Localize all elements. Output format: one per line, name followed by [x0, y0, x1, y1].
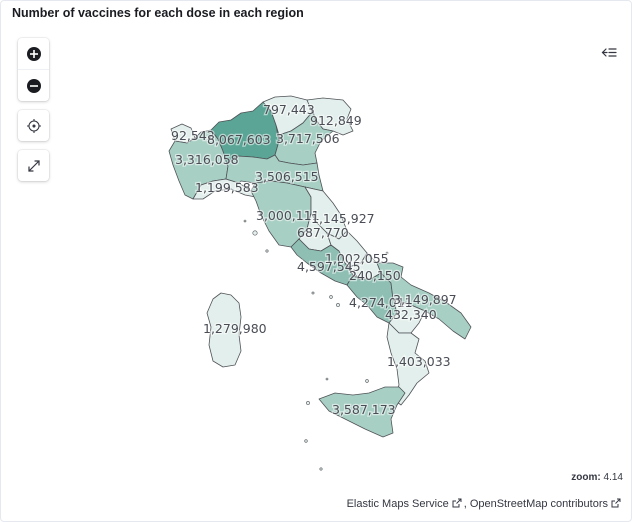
- label-lombardia: 8,067,603: [207, 132, 271, 147]
- external-link-icon: [452, 498, 462, 508]
- label-trentino: 797,443: [263, 102, 315, 117]
- region-sardegna[interactable]: [206, 292, 242, 368]
- label-sardegna: 1,279,980: [203, 321, 267, 336]
- label-basilicata: 432,340: [385, 307, 437, 322]
- island-giglio: [265, 249, 269, 253]
- expand-icon: [27, 159, 40, 172]
- zoom-controls: [18, 38, 49, 101]
- fullscreen-control: [18, 150, 49, 181]
- region-basilicata[interactable]: [388, 298, 426, 334]
- external-link-icon: [611, 498, 621, 508]
- region-calabria[interactable]: [386, 322, 430, 406]
- label-piemonte: 3,316,058: [175, 152, 239, 167]
- label-sicilia: 3,587,173: [332, 402, 396, 417]
- panel-title: Number of vaccines for each dose in each…: [12, 6, 304, 20]
- region-sicilia[interactable]: [318, 386, 406, 438]
- label-abruzzo: 1,002,055: [325, 251, 389, 266]
- island-pantelleria: [304, 439, 308, 443]
- island-ponza: [311, 291, 315, 295]
- layers-toggle-button[interactable]: [601, 45, 617, 61]
- label-toscana: 3,000,111: [256, 208, 320, 223]
- attribution-separator: ,: [463, 498, 470, 510]
- label-umbria: 687,770: [297, 225, 349, 240]
- label-liguria: 1,199,583: [195, 180, 259, 195]
- label-marche: 1,145,927: [311, 211, 375, 226]
- island-capraia: [243, 219, 247, 223]
- set-view-button[interactable]: [18, 110, 49, 141]
- label-emilia: 3,506,515: [255, 169, 319, 184]
- zoom-readout: zoom: 4.14: [571, 472, 623, 483]
- ems-link[interactable]: Elastic Maps Service: [346, 498, 449, 510]
- zoom-label: zoom:: [571, 472, 601, 483]
- region-emilia[interactable]: [225, 154, 324, 192]
- island-egadi: [306, 401, 310, 405]
- label-valle-daosta: 92,542: [171, 128, 215, 143]
- minus-icon: [26, 78, 41, 93]
- island-aeolian: [365, 379, 369, 383]
- label-campania: 4,274,011: [349, 295, 413, 310]
- label-puglia: 3,149,897: [393, 292, 457, 307]
- island-ustica: [325, 377, 329, 381]
- osm-link[interactable]: OpenStreetMap contributors: [469, 498, 608, 510]
- zoom-in-button[interactable]: [18, 38, 49, 69]
- attribution: Elastic Maps Service, OpenStreetMap cont…: [347, 498, 623, 510]
- island-ischia: [329, 295, 333, 299]
- zoom-out-button[interactable]: [18, 69, 49, 101]
- label-lazio: 4,597,545: [297, 259, 361, 274]
- region-lazio[interactable]: [290, 238, 354, 286]
- plus-icon: [26, 46, 41, 61]
- choropleth-map[interactable]: 797,443 912,849 92,542 8,067,603 3,717,5…: [1, 27, 631, 521]
- fullscreen-button[interactable]: [18, 150, 49, 181]
- label-calabria: 1,403,033: [387, 354, 451, 369]
- island-lampedusa: [319, 467, 323, 471]
- label-veneto: 3,717,506: [276, 131, 340, 146]
- crosshair-icon: [26, 118, 41, 133]
- island-capri: [336, 303, 340, 307]
- zoom-value: 4.14: [603, 472, 623, 483]
- label-friuli: 912,849: [310, 113, 362, 128]
- island-elba: [252, 230, 258, 236]
- collapse-layers-icon: [601, 48, 617, 57]
- set-view-control: [18, 110, 49, 141]
- label-molise: 240,150: [349, 268, 401, 283]
- island-tremiti: [385, 251, 389, 255]
